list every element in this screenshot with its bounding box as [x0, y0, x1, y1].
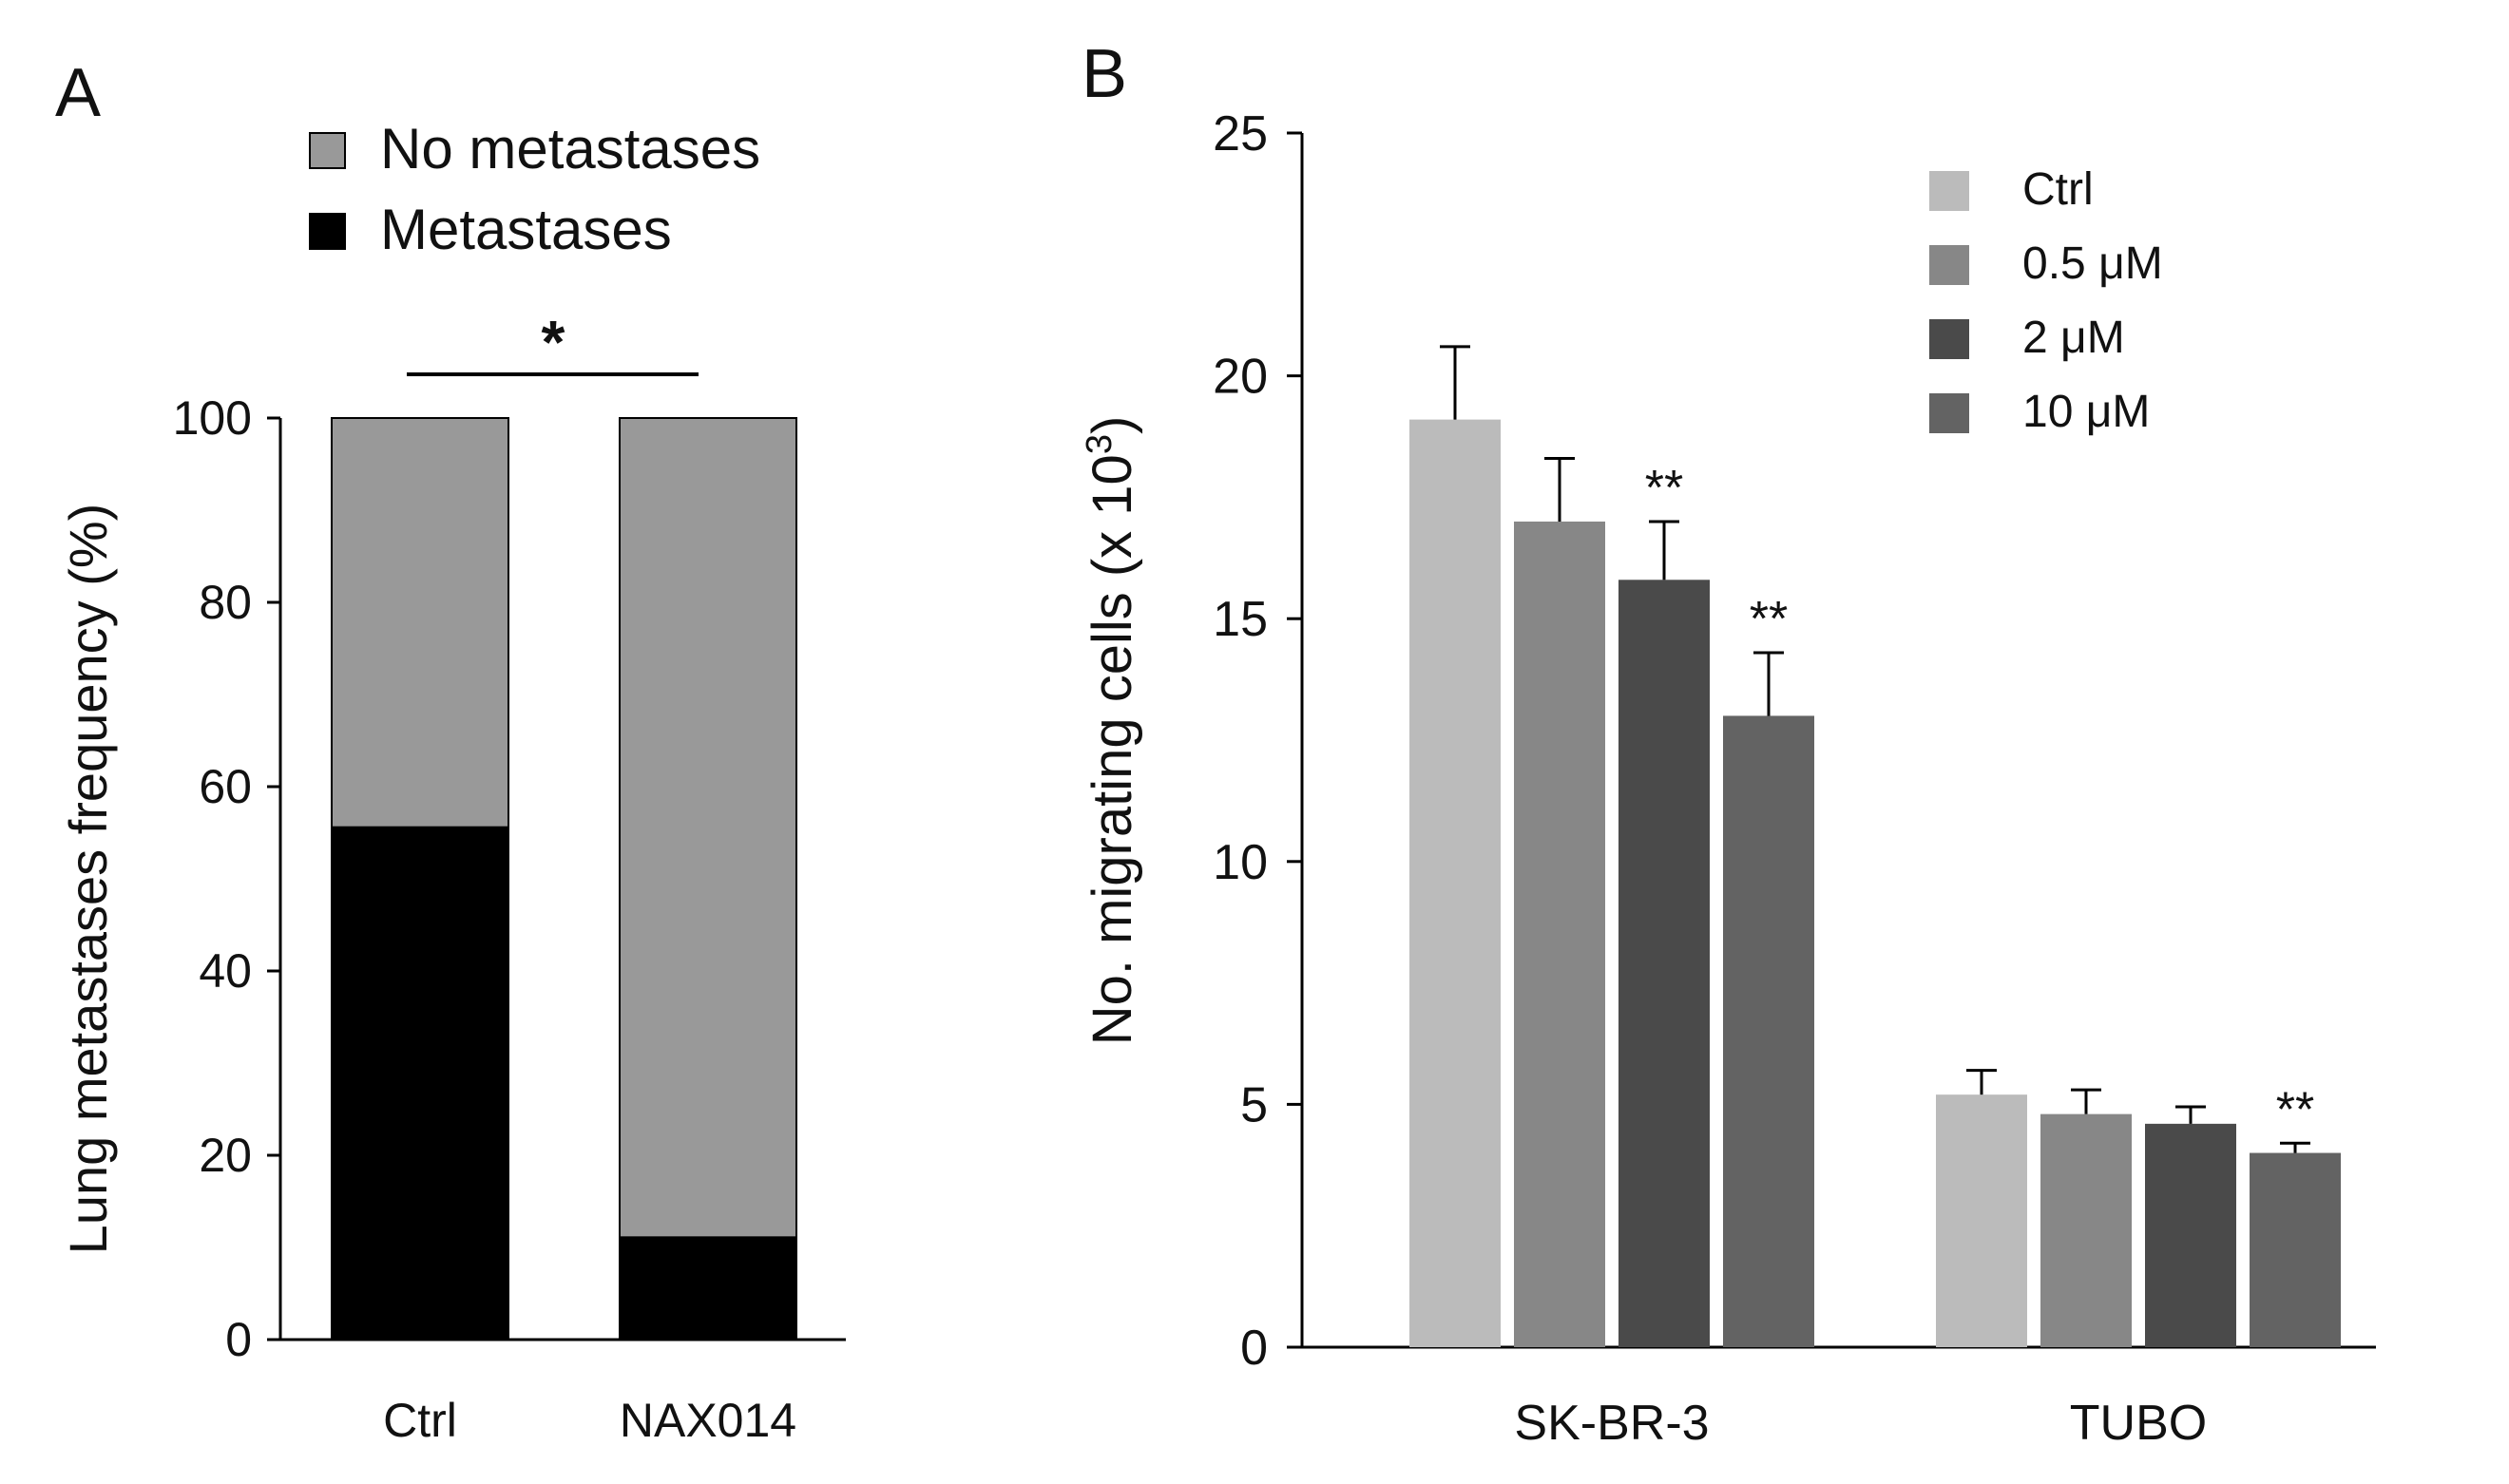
legend-swatch-no-metastases	[309, 132, 346, 169]
panel-a-chart: 0 20 40 60 80 100 Lung metastases frequency (%…	[58, 117, 846, 1447]
y-tick-label: 40	[199, 944, 252, 998]
legend-label-2-um: 2 μM	[2022, 313, 2125, 363]
bar-no-metastases-nax014	[619, 417, 797, 1239]
bar-ctrl-sk-br-3	[1409, 419, 1501, 1347]
y-tick-label: 15	[1213, 592, 1268, 647]
y-tick-label: 10	[1213, 835, 1268, 890]
y-tick-label: 5	[1240, 1077, 1268, 1132]
legend-swatch-0-5-um	[1929, 245, 1969, 285]
significance-10-um-tubo: **	[2276, 1082, 2314, 1137]
y-tick-label: 60	[199, 760, 252, 813]
x-tick-label: Ctrl	[383, 1394, 457, 1447]
legend-swatch-metastases	[309, 213, 346, 250]
bar-10-um-tubo	[2250, 1152, 2341, 1347]
y-tick-label: 20	[199, 1129, 252, 1182]
legend-label-metastases: Metastases	[380, 198, 672, 261]
bar-2-um-tubo	[2145, 1123, 2236, 1347]
y-axis-title-close: )	[1082, 416, 1143, 434]
y-tick-label: 25	[1213, 106, 1268, 162]
significance-star: *	[542, 308, 565, 376]
bar-0-5-um-sk-br-3	[1514, 521, 1605, 1347]
bar-0-5-um-tubo	[2040, 1113, 2132, 1347]
y-tick-label: 0	[225, 1313, 252, 1366]
legend-swatch-2-um	[1929, 319, 1969, 359]
legend-swatch-ctrl	[1929, 171, 1969, 211]
x-tick-label: SK-BR-3	[1514, 1396, 1709, 1451]
panel-b-chart: 0 5 10 15 20 25 No. migrating cells (x 103) ** *…	[1080, 106, 2376, 1451]
significance-10-um-sk-br-3: **	[1750, 592, 1788, 647]
y-axis-title: No. migrating cells (x 103)	[1080, 416, 1143, 1046]
bar-10-um-sk-br-3	[1723, 715, 1814, 1347]
y-tick-label: 0	[1240, 1321, 1268, 1376]
y-axis-title-main: No. migrating cells (x 10	[1082, 454, 1143, 1045]
y-axis-title-superscript: 3	[1080, 434, 1120, 454]
x-tick-label: NAX014	[620, 1394, 796, 1447]
bar-2-um-sk-br-3	[1618, 580, 1710, 1347]
y-tick-label: 20	[1213, 350, 1268, 405]
legend-label-ctrl: Ctrl	[2022, 164, 2094, 215]
y-axis-title: Lung metastases frequency (%)	[58, 504, 118, 1255]
x-tick-label: TUBO	[2070, 1396, 2207, 1451]
legend-label-10-um: 10 μM	[2022, 387, 2150, 437]
significance-2-um-sk-br-3: **	[1645, 461, 1683, 516]
bar-ctrl-tubo	[1936, 1094, 2027, 1347]
panel-a-label: A	[55, 55, 101, 131]
legend-label-0-5-um: 0.5 μM	[2022, 238, 2163, 289]
bar-no-metastases-ctrl	[331, 417, 509, 828]
y-tick-label: 80	[199, 576, 252, 629]
panel-b-label: B	[1082, 36, 1127, 112]
legend-label-no-metastases: No metastases	[380, 117, 760, 181]
bar-metastases-nax014	[619, 1236, 797, 1341]
bar-metastases-ctrl	[331, 826, 509, 1341]
legend-swatch-10-um	[1929, 393, 1969, 433]
y-tick-label: 100	[173, 391, 252, 445]
